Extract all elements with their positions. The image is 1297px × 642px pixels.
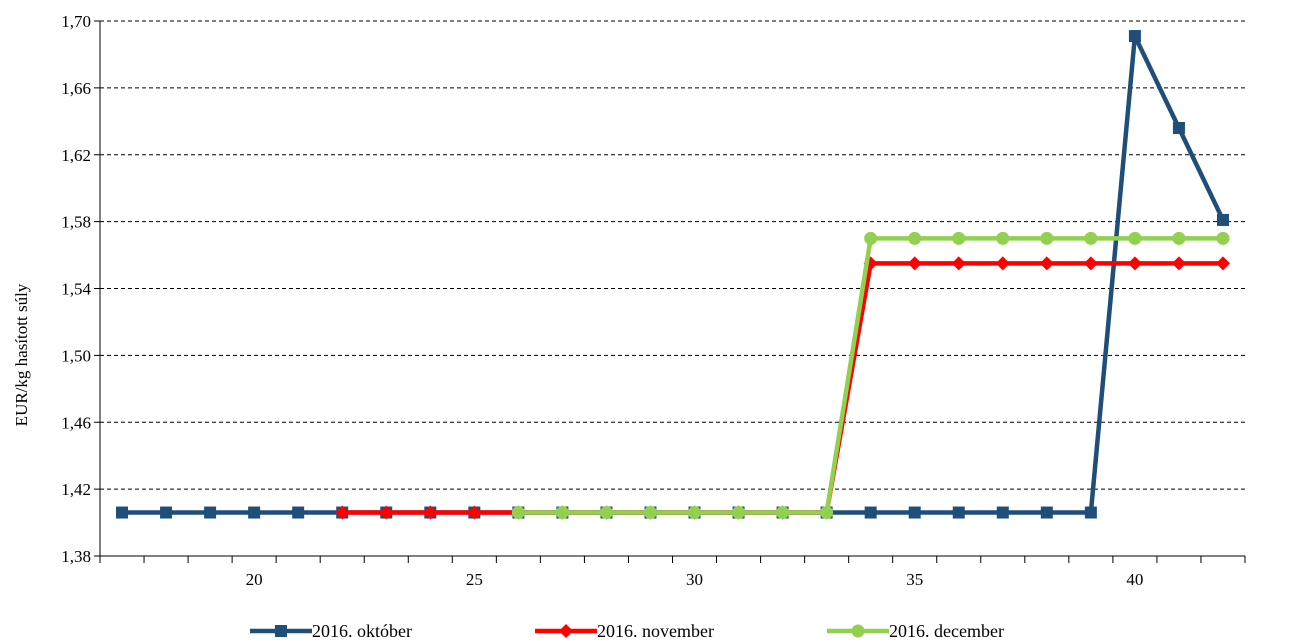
- data-point: [907, 256, 922, 271]
- series-1: [116, 30, 1229, 519]
- x-axis-ticks: 20 25 30 35 40: [99, 556, 1246, 589]
- series-group: [116, 30, 1230, 520]
- data-point: [335, 505, 350, 520]
- data-point: [1172, 122, 1185, 134]
- y-tick-label: 1,58: [61, 213, 91, 232]
- data-point: [864, 231, 878, 245]
- data-point: [1084, 506, 1097, 519]
- data-point: [864, 506, 877, 519]
- gridlines: [100, 20, 1245, 490]
- y-axis-ticks: 1,38 1,42 1,46 1,50 1,54 1,58 1,62 1,66 1,70: [61, 12, 100, 566]
- y-tick-label: 1,50: [61, 346, 91, 365]
- data-point: [511, 506, 525, 520]
- legend-item: 2016. október: [250, 621, 412, 641]
- data-point: [555, 506, 569, 520]
- y-tick-label: 1,62: [61, 146, 91, 165]
- x-tick-label: 25: [466, 570, 483, 589]
- data-point: [996, 506, 1009, 519]
- data-point: [643, 506, 657, 520]
- y-tick-label: 1,70: [61, 12, 91, 31]
- data-point: [599, 506, 613, 520]
- data-point: [1127, 256, 1142, 271]
- y-tick-label: 1,46: [61, 413, 91, 432]
- data-point: [1216, 213, 1229, 226]
- data-point: [379, 505, 394, 520]
- x-tick-label: 40: [1126, 570, 1143, 589]
- y-tick-label: 1,38: [61, 547, 91, 566]
- data-point: [1083, 256, 1098, 271]
- data-point: [952, 506, 965, 519]
- data-point: [951, 256, 966, 271]
- series-3: [511, 231, 1230, 520]
- data-point: [1128, 30, 1141, 43]
- data-point: [996, 231, 1010, 245]
- data-point: [248, 506, 261, 519]
- data-point: [204, 506, 217, 519]
- data-point: [116, 506, 129, 519]
- legend-swatch-marker: [851, 624, 865, 638]
- data-point: [732, 506, 746, 520]
- data-point: [995, 256, 1010, 271]
- data-point: [423, 505, 438, 520]
- data-point: [908, 231, 922, 245]
- x-tick-label: 35: [906, 570, 923, 589]
- data-point: [292, 506, 305, 519]
- legend-label: 2016. november: [597, 621, 714, 641]
- legend-swatch-marker: [275, 625, 287, 637]
- data-point: [1216, 231, 1230, 245]
- y-axis-label: EUR/kg hasított súly: [12, 283, 31, 426]
- data-point: [1040, 506, 1053, 519]
- data-point: [688, 506, 702, 520]
- y-tick-label: 1,66: [61, 79, 91, 98]
- data-point: [1215, 256, 1230, 271]
- series-line: [518, 236, 1223, 515]
- legend: 2016. október 2016. november 2016. decembe…: [250, 621, 1004, 641]
- data-point: [467, 505, 482, 520]
- data-point: [1128, 231, 1142, 245]
- legend-label: 2016. december: [889, 621, 1004, 641]
- data-point: [1084, 231, 1098, 245]
- data-point: [1040, 231, 1054, 245]
- x-tick-label: 20: [246, 570, 263, 589]
- series-line: [122, 33, 1226, 515]
- data-point: [160, 506, 173, 519]
- data-point: [1039, 256, 1054, 271]
- data-point: [1171, 256, 1186, 271]
- data-point: [908, 506, 921, 519]
- x-tick-label: 30: [686, 570, 703, 589]
- legend-item: 2016. november: [535, 621, 714, 641]
- legend-swatch-marker: [559, 624, 573, 638]
- data-point: [952, 231, 966, 245]
- legend-item: 2016. december: [827, 621, 1004, 641]
- legend-label: 2016. október: [312, 621, 412, 641]
- data-point: [1172, 231, 1186, 245]
- series-line: [342, 261, 1223, 515]
- data-point: [776, 506, 790, 520]
- y-tick-label: 1,42: [61, 480, 91, 499]
- y-tick-label: 1,54: [61, 280, 91, 299]
- data-point: [820, 506, 834, 520]
